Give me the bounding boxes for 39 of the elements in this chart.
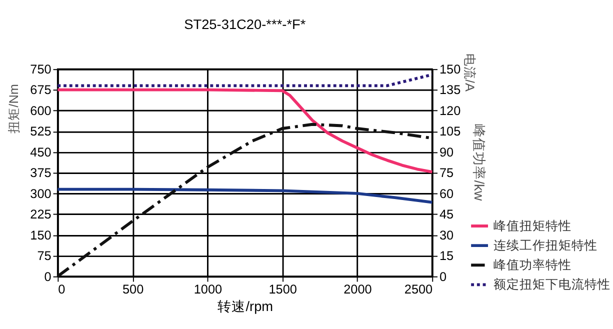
text: 电流/A <box>462 53 478 92</box>
x-tick-label: 0 <box>58 282 66 296</box>
y-tick-label: 150 <box>30 228 52 242</box>
y-tick-label: 600 <box>30 104 52 118</box>
legend-label: 额定扭矩下电流特性 <box>494 276 611 292</box>
y2-tick-label: 90 <box>439 145 454 160</box>
chart-title: ST25-31C20-***-*F* <box>184 17 306 32</box>
y2-tick-label: 120 <box>439 104 461 118</box>
y2-tick-label: 135 <box>439 83 461 98</box>
y-tick-label: 300 <box>30 186 52 201</box>
legend-label: 连续工作扭矩特性 <box>494 238 598 252</box>
y2-tick-label: 0 <box>439 270 447 284</box>
x-tick-label: 500 <box>122 282 144 296</box>
line-series <box>56 188 434 204</box>
x-tick-label: 1000 <box>194 282 222 296</box>
legend-label: 峰值功率特性 <box>494 257 572 272</box>
y2-tick-label: 60 <box>439 186 454 201</box>
x-axis-title: 转速/rpm <box>218 299 274 314</box>
x-tick-label: 1500 <box>268 282 297 296</box>
y2-tick-label: 75 <box>439 166 454 180</box>
line-series <box>56 88 434 174</box>
y-axis-title: 扭矩/Nm <box>7 84 22 134</box>
y-tick-label: 0 <box>44 270 52 284</box>
y-tick-label: 450 <box>30 145 52 160</box>
y-tick-label: 225 <box>30 208 52 222</box>
y2-tick-label: 150 <box>439 62 461 76</box>
y2-tick-label: 30 <box>439 228 454 242</box>
y2-axis-title: 峰值功率/kw <box>472 124 487 201</box>
y2-tick-label: 45 <box>439 208 454 222</box>
y-tick-label: 675 <box>30 83 52 98</box>
y2-tick-label: 15 <box>439 249 454 264</box>
y-tick-label: 750 <box>30 62 52 76</box>
y-tick-label: 75 <box>37 249 52 264</box>
legend-label: 峰值扭矩特性 <box>494 218 572 233</box>
y-tick-label: 375 <box>30 166 52 180</box>
y-tick-label: 525 <box>30 124 52 139</box>
x-tick-label: 2500 <box>404 282 433 296</box>
x-tick-label: 2000 <box>344 282 372 296</box>
y2-tick-label: 105 <box>439 124 461 139</box>
